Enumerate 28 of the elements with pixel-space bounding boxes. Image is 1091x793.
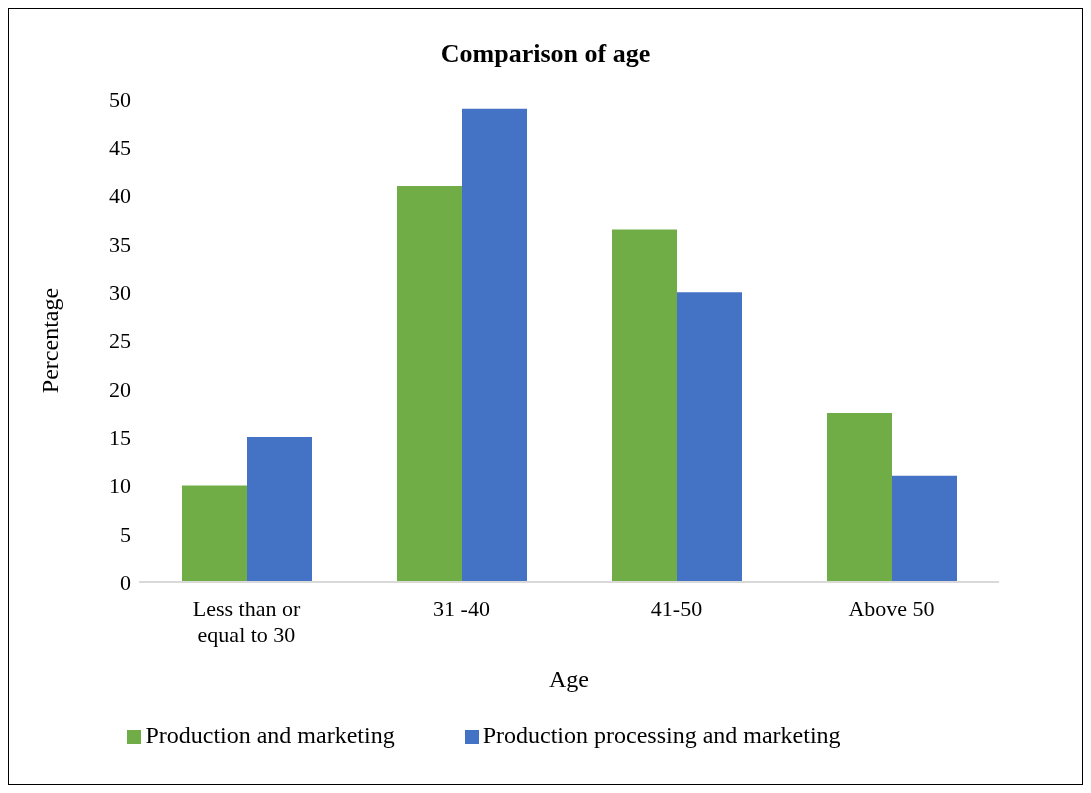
x-tick-label: 31 -40 [433, 596, 490, 621]
bar [397, 185, 462, 582]
y-tick-label: 5 [120, 521, 131, 547]
legend-label: Production and marketing [145, 722, 395, 748]
x-tick-label: 41-50 [650, 596, 703, 621]
y-axis-title: Percentage [36, 287, 63, 394]
y-tick-label: 35 [109, 231, 131, 257]
bar [612, 229, 677, 582]
y-tick-label: 30 [109, 280, 131, 306]
y-tick-label: 20 [109, 376, 131, 402]
bar [247, 437, 312, 582]
bar [462, 108, 527, 582]
legend-label: Production processing and marketing [482, 722, 841, 748]
y-tick-label: 25 [109, 328, 131, 354]
y-tick-label: 0 [120, 569, 131, 595]
y-tick-label: 15 [109, 424, 131, 450]
y-tick-label: 10 [109, 473, 131, 499]
y-tick-label: 40 [109, 183, 131, 209]
chart-title: Comparison of age [439, 39, 652, 69]
y-tick-label: 45 [109, 135, 131, 161]
bar [892, 475, 957, 582]
bar [827, 412, 892, 582]
bar [182, 485, 247, 582]
x-tick-label: Above 50 [848, 596, 935, 621]
bar [677, 292, 742, 582]
x-tick-label: Less than or equal to 30 [192, 596, 301, 647]
x-axis-title: Age [549, 666, 589, 692]
y-tick-label: 50 [109, 86, 131, 112]
